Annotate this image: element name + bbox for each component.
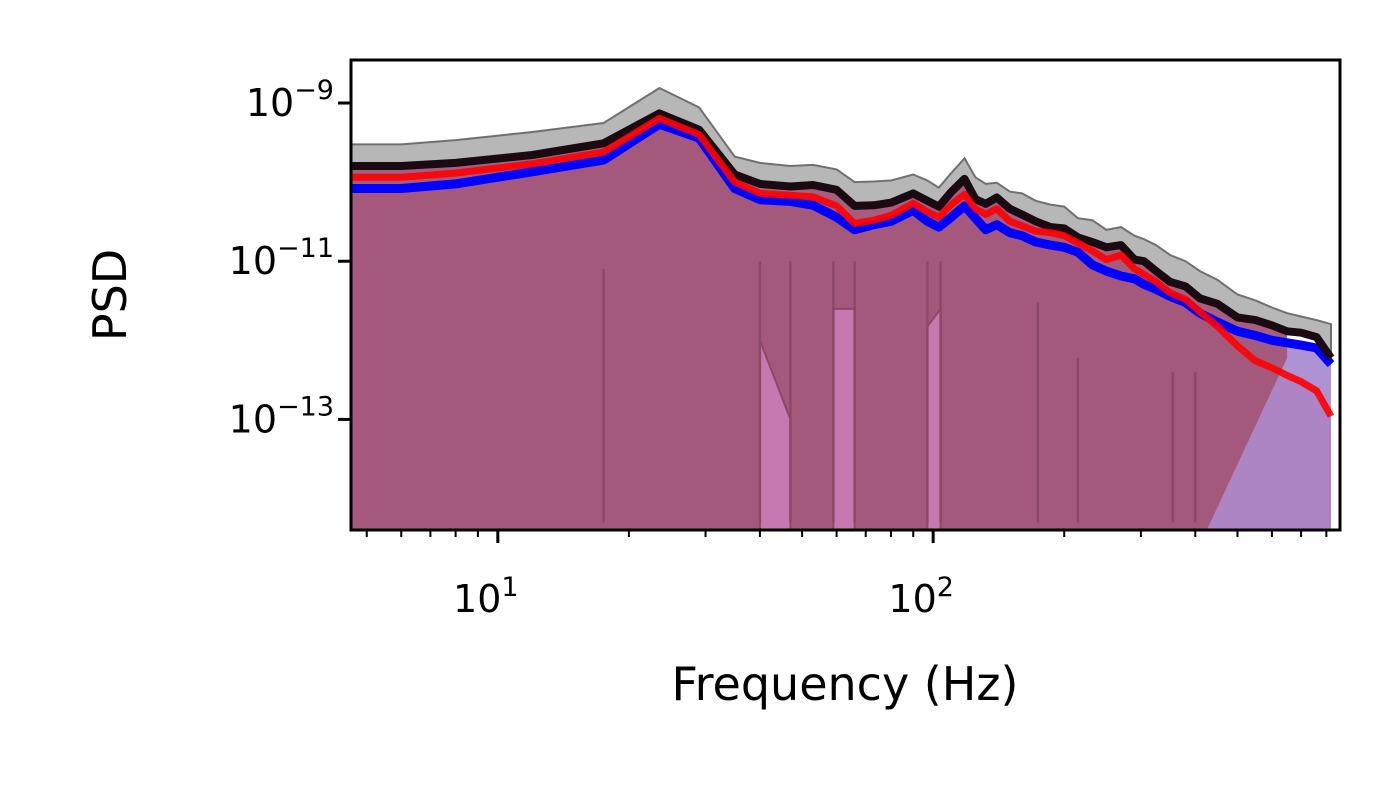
dip-patch-3 xyxy=(926,305,942,530)
red-series-line xyxy=(351,114,1335,418)
main-psd-area xyxy=(351,113,1288,530)
y-tick-label: 10−13 xyxy=(229,391,334,441)
series-lines xyxy=(351,109,1335,418)
y-tick-label: 10−11 xyxy=(229,233,334,283)
y-axis-label: PSD xyxy=(83,249,137,341)
y-tick-label: 10−9 xyxy=(246,75,334,125)
dip-patch-2 xyxy=(832,307,856,530)
y-axis-ticks: 10−9 10−11 10−13 xyxy=(229,75,351,441)
x-tick-label: 102 xyxy=(888,572,954,621)
x-tick-label: 101 xyxy=(453,572,519,621)
fill-layer xyxy=(351,86,1332,530)
x-axis-label: Frequency (Hz) xyxy=(672,657,1019,711)
plot-frame xyxy=(349,58,1342,532)
x-axis-ticks: 101 102 xyxy=(365,530,1328,621)
black-series-line xyxy=(351,109,1335,361)
